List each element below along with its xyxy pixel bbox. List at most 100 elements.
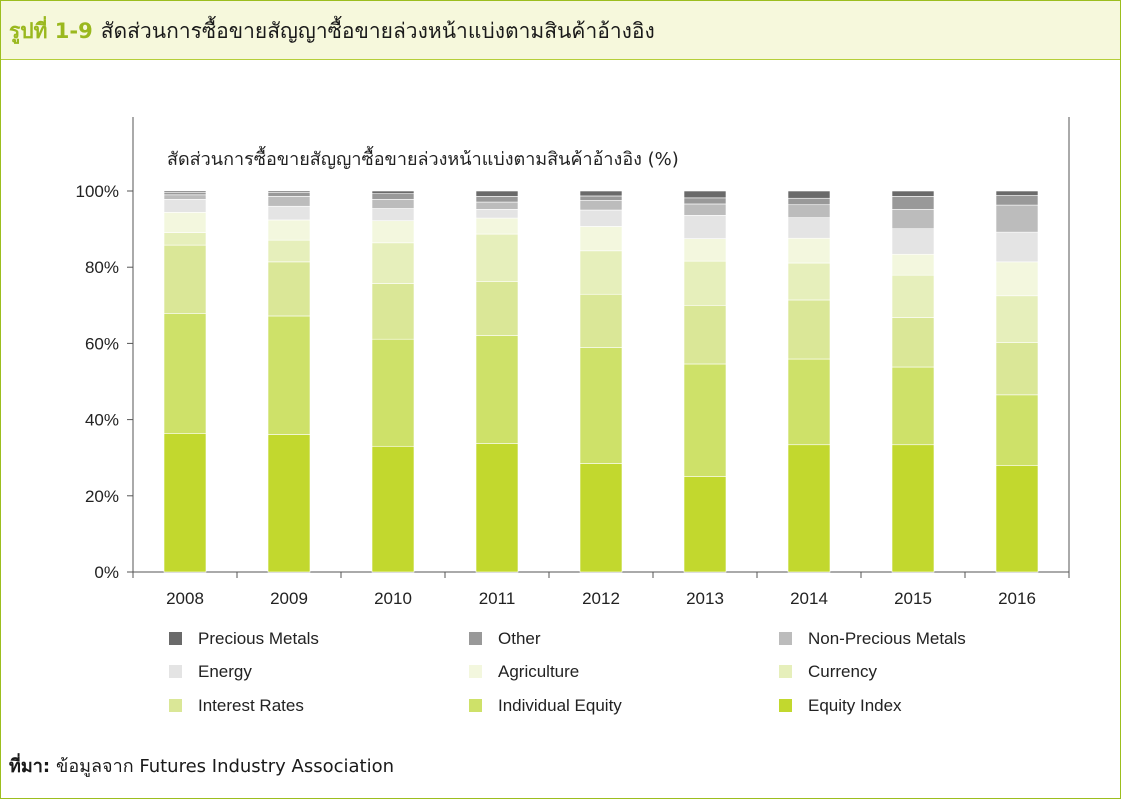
bar-segment-other: [579, 195, 623, 201]
bar-segment-energy: [475, 208, 519, 219]
bar-segment-equity-index: [475, 443, 519, 573]
bar-segment-energy: [891, 228, 935, 255]
bar-segment-currency: [371, 242, 415, 284]
bar-segment-individual-equity: [371, 338, 415, 447]
bar-segment-currency: [579, 250, 623, 295]
legend-label: Non-Precious Metals: [808, 629, 966, 648]
legend-label: Interest Rates: [198, 696, 304, 715]
chart-title: สัดส่วนการซื้อขายสัญญาซื้อขายล่วงหน้าแบ่…: [167, 146, 679, 170]
bar-segment-individual-equity: [995, 394, 1039, 466]
y-tick-label: 80%: [85, 258, 119, 277]
bar-segment-interest-rates: [475, 281, 519, 336]
bar-segment-other: [891, 196, 935, 210]
bar-segment-currency: [787, 262, 831, 301]
figure-title-text: สัดส่วนการซื้อขายสัญญาซื้อขายล่วงหน้าแบ่…: [100, 19, 655, 43]
bar-segment-energy: [371, 208, 415, 222]
bar-segment-individual-equity: [267, 315, 311, 435]
bar-segment-agriculture: [267, 219, 311, 241]
legend-label: Equity Index: [808, 696, 902, 715]
bar-segment-currency: [267, 239, 311, 263]
legend-label: Agriculture: [498, 662, 579, 681]
bar-segment-non-precious-metals: [475, 201, 519, 210]
bar-segment-agriculture: [371, 220, 415, 244]
source-text: ข้อมูลจาก Futures Industry Association: [56, 756, 395, 777]
bar-segment-individual-equity: [579, 347, 623, 464]
bar-segment-agriculture: [475, 217, 519, 235]
bar-segment-energy: [579, 209, 623, 227]
legend-swatch: [169, 699, 182, 712]
x-tick-label: 2012: [582, 589, 620, 608]
figure-header: รูปที่ 1-9 สัดส่วนการซื้อขายสัญญาซื้อขายล…: [1, 1, 1120, 60]
bar-segment-energy: [683, 215, 727, 239]
bar-segment-other: [995, 195, 1039, 206]
bar-segment-currency: [475, 233, 519, 282]
bar-segment-equity-index: [267, 434, 311, 573]
bar-segment-non-precious-metals: [683, 203, 727, 216]
x-tick-label: 2009: [270, 589, 308, 608]
bar-segment-precious-metals: [163, 190, 207, 193]
y-tick-label: 0%: [94, 563, 119, 582]
x-tick-label: 2011: [479, 589, 516, 608]
figure-label: รูปที่ 1-9: [9, 19, 93, 43]
bar-segment-individual-equity: [475, 335, 519, 444]
bar-segment-energy: [267, 205, 311, 221]
bar-segment-individual-equity: [163, 313, 207, 434]
bar-segment-interest-rates: [787, 299, 831, 360]
bar-segment-interest-rates: [683, 305, 727, 365]
bar-segment-other: [475, 196, 519, 203]
bar-segment-precious-metals: [267, 190, 311, 193]
bar-segment-equity-index: [891, 444, 935, 573]
source-label: ที่มา:: [9, 756, 51, 777]
bar-segment-non-precious-metals: [787, 204, 831, 218]
legend-label: Energy: [198, 662, 252, 681]
bar-segment-non-precious-metals: [371, 199, 415, 209]
bar-segment-other: [163, 192, 207, 196]
bar-segment-individual-equity: [683, 363, 727, 477]
x-tick-label: 2016: [998, 589, 1036, 608]
bar-segment-other: [787, 197, 831, 206]
bar-segment-non-precious-metals: [267, 196, 311, 207]
bar-segment-non-precious-metals: [163, 194, 207, 200]
y-tick-label: 60%: [85, 334, 119, 353]
legend-swatch: [469, 699, 482, 712]
bar-segment-currency: [163, 232, 207, 246]
bar-segment-precious-metals: [787, 190, 831, 199]
bar-segment-other: [683, 197, 727, 205]
bar-segment-agriculture: [787, 237, 831, 264]
legend-swatch: [469, 632, 482, 645]
legend-swatch: [779, 632, 792, 645]
bar-segment-interest-rates: [579, 293, 623, 348]
bar-segment-non-precious-metals: [995, 204, 1039, 233]
bar-segment-agriculture: [995, 261, 1039, 297]
stacked-bar-chart: 0% 20% 40% 60% 80% 100% สัดส่วนการซื้อขายสัญญา…: [76, 117, 1070, 715]
y-tick-label: 20%: [85, 487, 119, 506]
bar-segment-precious-metals: [475, 190, 519, 197]
bar-segment-equity-index: [371, 445, 415, 573]
bar-segment-precious-metals: [995, 190, 1039, 196]
bar-segment-non-precious-metals: [579, 200, 623, 211]
legend-swatch: [779, 699, 792, 712]
figure-title: รูปที่ 1-9 สัดส่วนการซื้อขายสัญญาซื้อขายล…: [9, 15, 655, 48]
bar-segment-non-precious-metals: [891, 208, 935, 230]
bar-segment-interest-rates: [891, 317, 935, 368]
bar-segment-equity-index: [163, 433, 207, 573]
x-tick-label: 2014: [790, 589, 828, 608]
bar-segment-currency: [995, 295, 1039, 343]
bar-segment-energy: [163, 199, 207, 213]
x-tick-label: 2010: [374, 589, 412, 608]
bar-segment-currency: [891, 274, 935, 318]
bar-segment-other: [267, 192, 311, 197]
legend-label: Currency: [808, 662, 877, 681]
bar-segment-equity-index: [787, 444, 831, 573]
legend-swatch: [779, 665, 792, 678]
bar-segment-equity-index: [579, 463, 623, 573]
bar-segment-equity-index: [683, 476, 727, 573]
bar-segment-agriculture: [579, 226, 623, 252]
source-note: ที่มา: ข้อมูลจาก Futures Industry Associa…: [9, 751, 394, 780]
bar-segment-energy: [787, 217, 831, 239]
legend-swatch: [469, 665, 482, 678]
y-tick-label: 40%: [85, 411, 119, 430]
bar-segment-precious-metals: [683, 190, 727, 199]
y-tick-label: 100%: [76, 182, 119, 201]
